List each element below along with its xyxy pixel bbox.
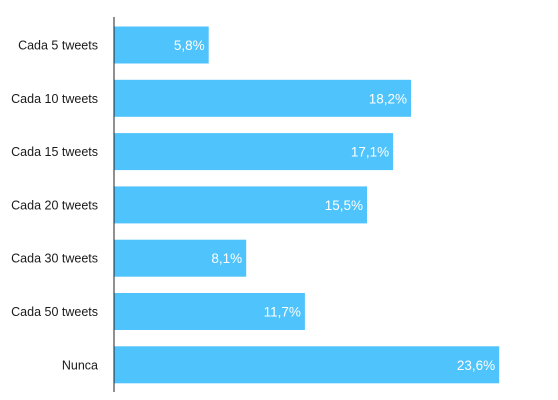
bar-0 [114, 26, 209, 64]
category-label-5: Cada 50 tweets [11, 305, 98, 319]
value-label-4: 8,1% [211, 251, 242, 266]
category-label-6: Nunca [62, 358, 98, 372]
category-label-4: Cada 30 tweets [11, 252, 98, 266]
bars-layer [114, 26, 500, 384]
bar-6 [114, 346, 500, 384]
value-label-3: 15,5% [325, 198, 363, 213]
bar-3 [114, 186, 367, 224]
category-label-2: Cada 15 tweets [11, 145, 98, 159]
bar-2 [114, 133, 394, 171]
bar-5 [114, 293, 305, 330]
value-label-2: 17,1% [351, 145, 389, 160]
value-label-5: 11,7% [264, 305, 301, 320]
bar-1 [114, 79, 411, 117]
value-label-1: 18,2% [369, 91, 407, 106]
category-label-0: Cada 5 tweets [18, 39, 98, 53]
category-labels: Cada 5 tweets Cada 10 tweets Cada 15 tweet… [11, 39, 98, 373]
category-label-3: Cada 20 tweets [11, 198, 98, 212]
value-label-6: 23,6% [457, 358, 495, 373]
category-label-1: Cada 10 tweets [11, 92, 98, 106]
value-label-0: 5,8% [174, 38, 205, 53]
bar-4 [114, 239, 247, 277]
value-labels: 5,8% 18,2% 17,1% 15,5% 8,1% 11,7% 23,6% [174, 38, 495, 373]
